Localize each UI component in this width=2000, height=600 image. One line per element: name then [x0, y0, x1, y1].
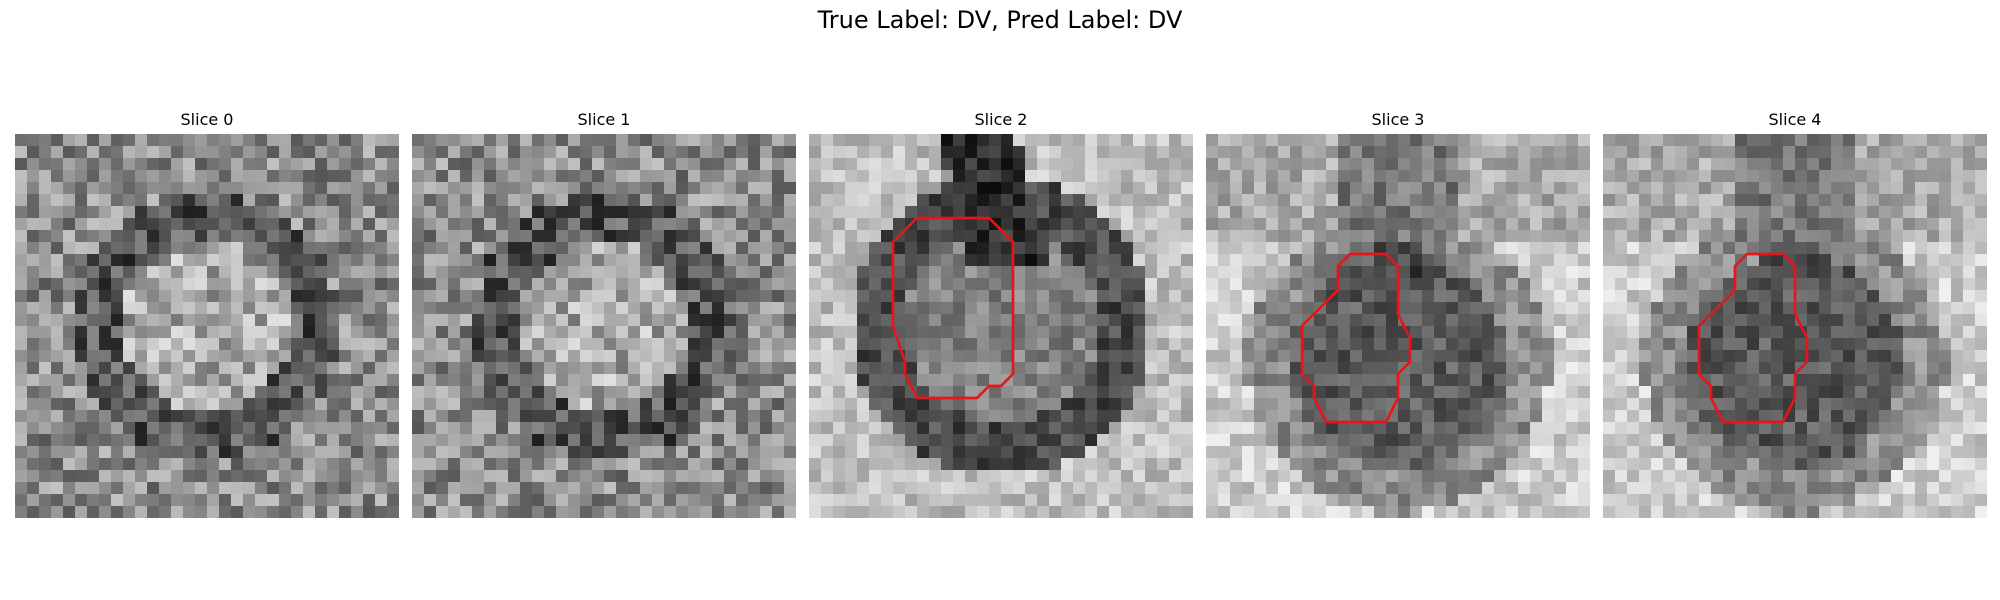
slice-title: Slice 4 [1768, 110, 1822, 129]
slice-title: Slice 1 [577, 110, 631, 129]
slice-panel-0: Slice 0 [15, 108, 399, 518]
slice-panel-2: Slice 2 [809, 108, 1193, 518]
slice-image [15, 134, 399, 518]
slice-panel-1: Slice 1 [412, 108, 796, 518]
slice-panel-4: Slice 4 [1603, 108, 1987, 518]
segmentation-contour [1300, 252, 1412, 424]
slice-image [1603, 134, 1987, 518]
figure-title: True Label: DV, Pred Label: DV [817, 6, 1183, 34]
slice-title: Slice 2 [974, 110, 1028, 129]
slice-title: Slice 0 [180, 110, 234, 129]
slice-image [1206, 134, 1590, 518]
slice-title: Slice 3 [1371, 110, 1425, 129]
slice-image [809, 134, 1193, 518]
segmentation-contour [891, 216, 1015, 400]
slice-panel-3: Slice 3 [1206, 108, 1590, 518]
slice-image [412, 134, 796, 518]
segmentation-contour [1697, 252, 1809, 424]
